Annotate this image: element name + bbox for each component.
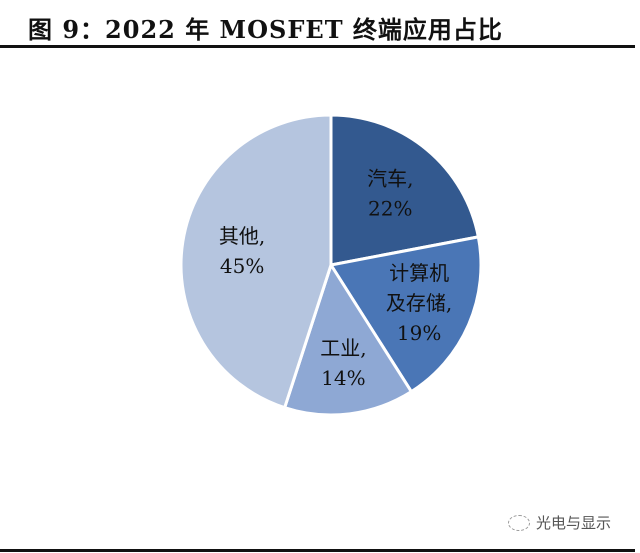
bottom-rule [0, 549, 635, 552]
slice-name: 及存储, [386, 291, 452, 315]
chart-title: 图 9：2022 年 MOSFET 终端应用占比 [28, 15, 503, 44]
slice-value: 19% [397, 321, 441, 345]
watermark: 光电与显示 [508, 512, 611, 533]
slice-label-0: 汽车, 22% [367, 166, 413, 220]
slice-value: 22% [368, 196, 412, 220]
pie-slice-1 [328, 235, 483, 394]
slice-value: 14% [321, 366, 365, 390]
top-rule [0, 45, 635, 48]
pie-slice-2 [282, 261, 414, 417]
slice-label-3: 其他, 45% [219, 224, 265, 278]
watermark-text: 光电与显示 [536, 514, 612, 532]
slice-name: 工业, [320, 336, 366, 360]
wechat-icon [508, 514, 530, 531]
pie-slice-3 [179, 113, 333, 410]
slice-value: 45% [220, 254, 264, 278]
slice-name: 计算机 [389, 261, 449, 285]
slice-name: 其他, [219, 224, 265, 248]
pie-slice-0 [329, 113, 481, 267]
slice-label-2: 工业, 14% [320, 336, 366, 390]
slice-name: 汽车, [367, 166, 413, 190]
slice-label-1: 计算机及存储, 19% [386, 261, 452, 345]
